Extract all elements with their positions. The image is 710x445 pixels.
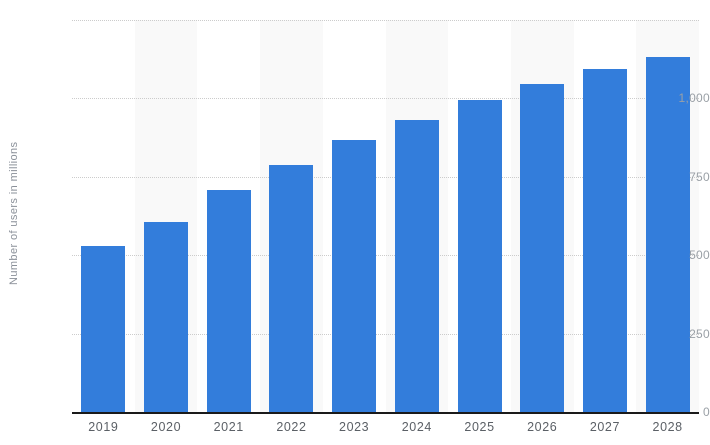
x-tick-label-2021: 2021 (213, 420, 244, 434)
y-axis-title: Number of users in millions (8, 141, 20, 285)
bar-2028 (645, 57, 690, 412)
gridline-250 (72, 333, 699, 335)
x-tick-label-2022: 2022 (276, 420, 307, 434)
x-tick-label-2019: 2019 (88, 420, 119, 434)
x-tick-label-2023: 2023 (339, 420, 370, 434)
bar-2022 (269, 165, 314, 412)
x-tick-label-2024: 2024 (401, 420, 432, 434)
x-tick-label-2025: 2025 (464, 420, 495, 434)
x-tick-label-2020: 2020 (150, 420, 182, 434)
bar-2023 (332, 139, 377, 412)
x-tick-label-2028: 2028 (652, 420, 683, 434)
bar-2027 (582, 68, 627, 412)
y-tick-label-250: 250 (689, 326, 710, 341)
y-tick-label-750: 750 (689, 169, 710, 184)
x-axis-line (72, 412, 699, 414)
y-tick-label-500: 500 (689, 248, 710, 263)
x-tick-label-2027: 2027 (589, 420, 621, 434)
y-tick-label-1,000: 1,000 (678, 91, 710, 106)
bar-2020 (144, 221, 189, 412)
bar-2026 (520, 83, 565, 412)
gridline-750 (72, 176, 699, 178)
gridline-1250 (72, 20, 699, 21)
bar-2019 (81, 245, 126, 412)
bar-2025 (457, 100, 502, 412)
bar-2024 (394, 119, 439, 412)
gridline-500 (72, 255, 699, 257)
plot-area (72, 20, 699, 412)
y-tick-label-0: 0 (703, 405, 710, 419)
x-tick-label-2026: 2026 (527, 420, 558, 434)
bar-2021 (206, 189, 251, 412)
gridline-1000 (72, 98, 699, 100)
